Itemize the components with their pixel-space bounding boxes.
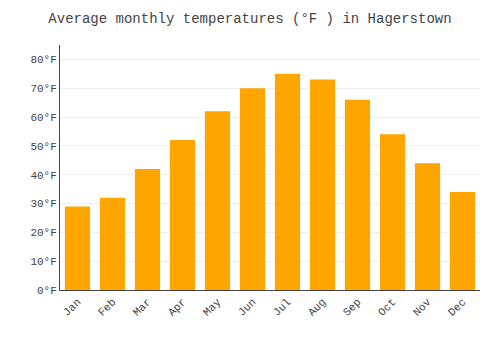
svg-text:10°F: 10°F: [30, 256, 56, 268]
svg-text:0°F: 0°F: [37, 285, 57, 297]
svg-text:50°F: 50°F: [30, 141, 56, 153]
svg-text:Jan: Jan: [61, 296, 83, 318]
svg-text:70°F: 70°F: [30, 83, 56, 95]
svg-text:Oct: Oct: [376, 296, 398, 318]
svg-text:Jun: Jun: [236, 296, 258, 318]
svg-text:Dec: Dec: [446, 296, 468, 318]
svg-text:Apr: Apr: [166, 296, 188, 318]
svg-text:80°F: 80°F: [30, 54, 56, 66]
svg-text:40°F: 40°F: [30, 170, 56, 182]
svg-text:Mar: Mar: [131, 296, 153, 318]
svg-text:Aug: Aug: [306, 296, 328, 318]
svg-text:60°F: 60°F: [30, 112, 56, 124]
svg-text:May: May: [201, 296, 224, 319]
svg-text:Feb: Feb: [96, 296, 118, 318]
svg-text:Average monthly temperatures (: Average monthly temperatures (°F ) in Ha…: [48, 11, 451, 27]
svg-text:Nov: Nov: [411, 296, 434, 319]
svg-text:30°F: 30°F: [30, 198, 56, 210]
svg-text:Jul: Jul: [271, 296, 293, 318]
svg-text:Sep: Sep: [341, 296, 363, 318]
svg-text:20°F: 20°F: [30, 227, 56, 239]
